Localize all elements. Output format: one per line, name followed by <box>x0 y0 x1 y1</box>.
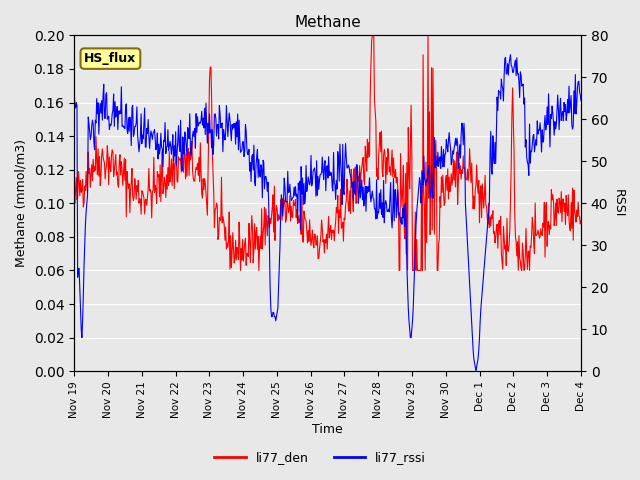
li77_den <box>183 173 191 179</box>
Line: li77_den: li77_den <box>74 36 581 270</box>
X-axis label: Time: Time <box>312 423 343 436</box>
li77_den <box>405 167 413 172</box>
li77_rssi <box>132 124 140 130</box>
li77_rssi <box>70 89 78 95</box>
li77_rssi <box>577 97 585 103</box>
li77_rssi <box>404 284 412 290</box>
li77_rssi <box>389 209 397 215</box>
li77_den <box>210 190 218 196</box>
li77_rssi <box>210 141 218 146</box>
li77_rssi <box>472 368 480 374</box>
Legend: li77_den, li77_rssi: li77_den, li77_rssi <box>209 446 431 469</box>
li77_den <box>369 33 376 38</box>
li77_den <box>132 184 140 190</box>
li77_den <box>70 194 78 200</box>
Line: li77_rssi: li77_rssi <box>74 55 581 371</box>
Y-axis label: RSSI: RSSI <box>612 189 625 217</box>
Text: HS_flux: HS_flux <box>84 52 136 65</box>
li77_rssi <box>183 153 191 158</box>
li77_den <box>577 218 585 224</box>
li77_rssi <box>507 52 515 58</box>
li77_den <box>237 267 244 273</box>
li77_den <box>79 204 87 210</box>
Title: Methane: Methane <box>294 15 361 30</box>
Y-axis label: Methane (mmol/m3): Methane (mmol/m3) <box>15 139 28 267</box>
li77_rssi <box>79 293 87 299</box>
li77_den <box>390 170 398 176</box>
